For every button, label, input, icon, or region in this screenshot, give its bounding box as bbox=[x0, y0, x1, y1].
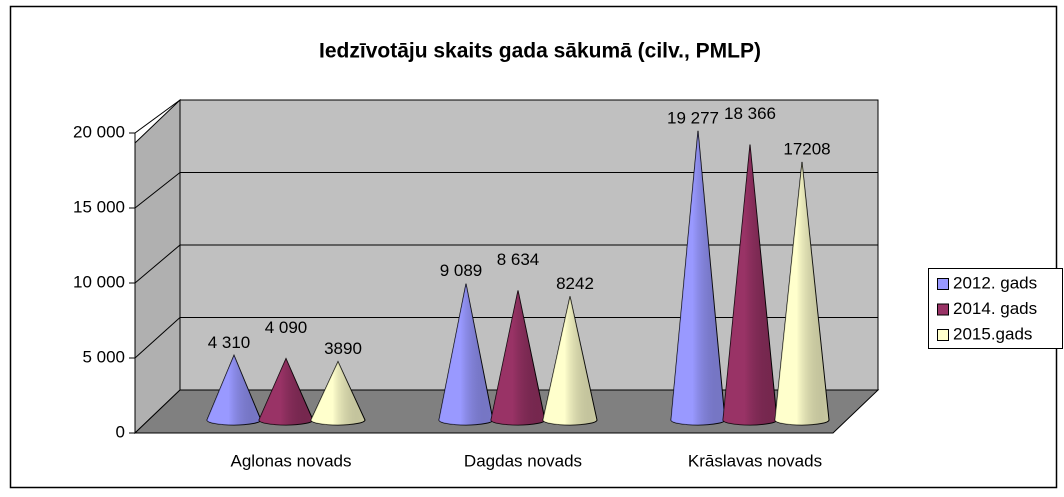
legend bbox=[928, 268, 1063, 349]
grid-line bbox=[134, 172, 181, 209]
data-label: 4 310 bbox=[208, 333, 251, 352]
y-tick-label: 0 bbox=[116, 422, 125, 441]
side-wall bbox=[134, 98, 181, 435]
legend-label: 2012. gads bbox=[953, 273, 1037, 292]
grid-line bbox=[134, 317, 181, 359]
data-label: 9 089 bbox=[440, 261, 483, 280]
grid-line bbox=[134, 99, 181, 134]
cone-shade bbox=[207, 355, 261, 425]
legend-swatch bbox=[937, 329, 949, 341]
cone-shade bbox=[543, 296, 597, 425]
cone-shade bbox=[439, 283, 493, 425]
data-label: 17208 bbox=[783, 139, 830, 158]
cone-shade bbox=[671, 130, 725, 425]
y-tick-label: 10 000 bbox=[73, 272, 125, 291]
legend-label: 2014. gads bbox=[953, 299, 1037, 318]
data-label: 19 277 bbox=[667, 108, 719, 127]
data-label: 18 366 bbox=[724, 104, 776, 123]
legend-swatch bbox=[937, 278, 949, 290]
x-tick-label: Aglonas novads bbox=[231, 451, 352, 470]
cone-shade bbox=[311, 361, 365, 425]
y-tick-label: 5 000 bbox=[82, 347, 125, 366]
data-label: 4 090 bbox=[265, 318, 308, 337]
data-label: 3890 bbox=[324, 339, 362, 358]
data-label: 8242 bbox=[556, 274, 594, 293]
legend-swatch bbox=[937, 303, 949, 316]
cone-shade bbox=[723, 144, 777, 425]
legend-label: 2015.gads bbox=[953, 324, 1032, 343]
y-tick-label: 15 000 bbox=[73, 197, 125, 216]
cone-shade bbox=[491, 290, 545, 425]
grid-line bbox=[134, 244, 181, 284]
y-tick-label: 20 000 bbox=[73, 122, 125, 141]
x-tick-label: Dagdas novads bbox=[464, 451, 582, 470]
cone-shade bbox=[259, 358, 313, 425]
x-tick-label: Krāslavas novads bbox=[688, 451, 822, 470]
data-label: 8 634 bbox=[497, 250, 540, 269]
cone-shade bbox=[775, 161, 829, 425]
chart-title: Iedzīvotāju skaits gada sākumā (cilv., P… bbox=[319, 40, 761, 63]
